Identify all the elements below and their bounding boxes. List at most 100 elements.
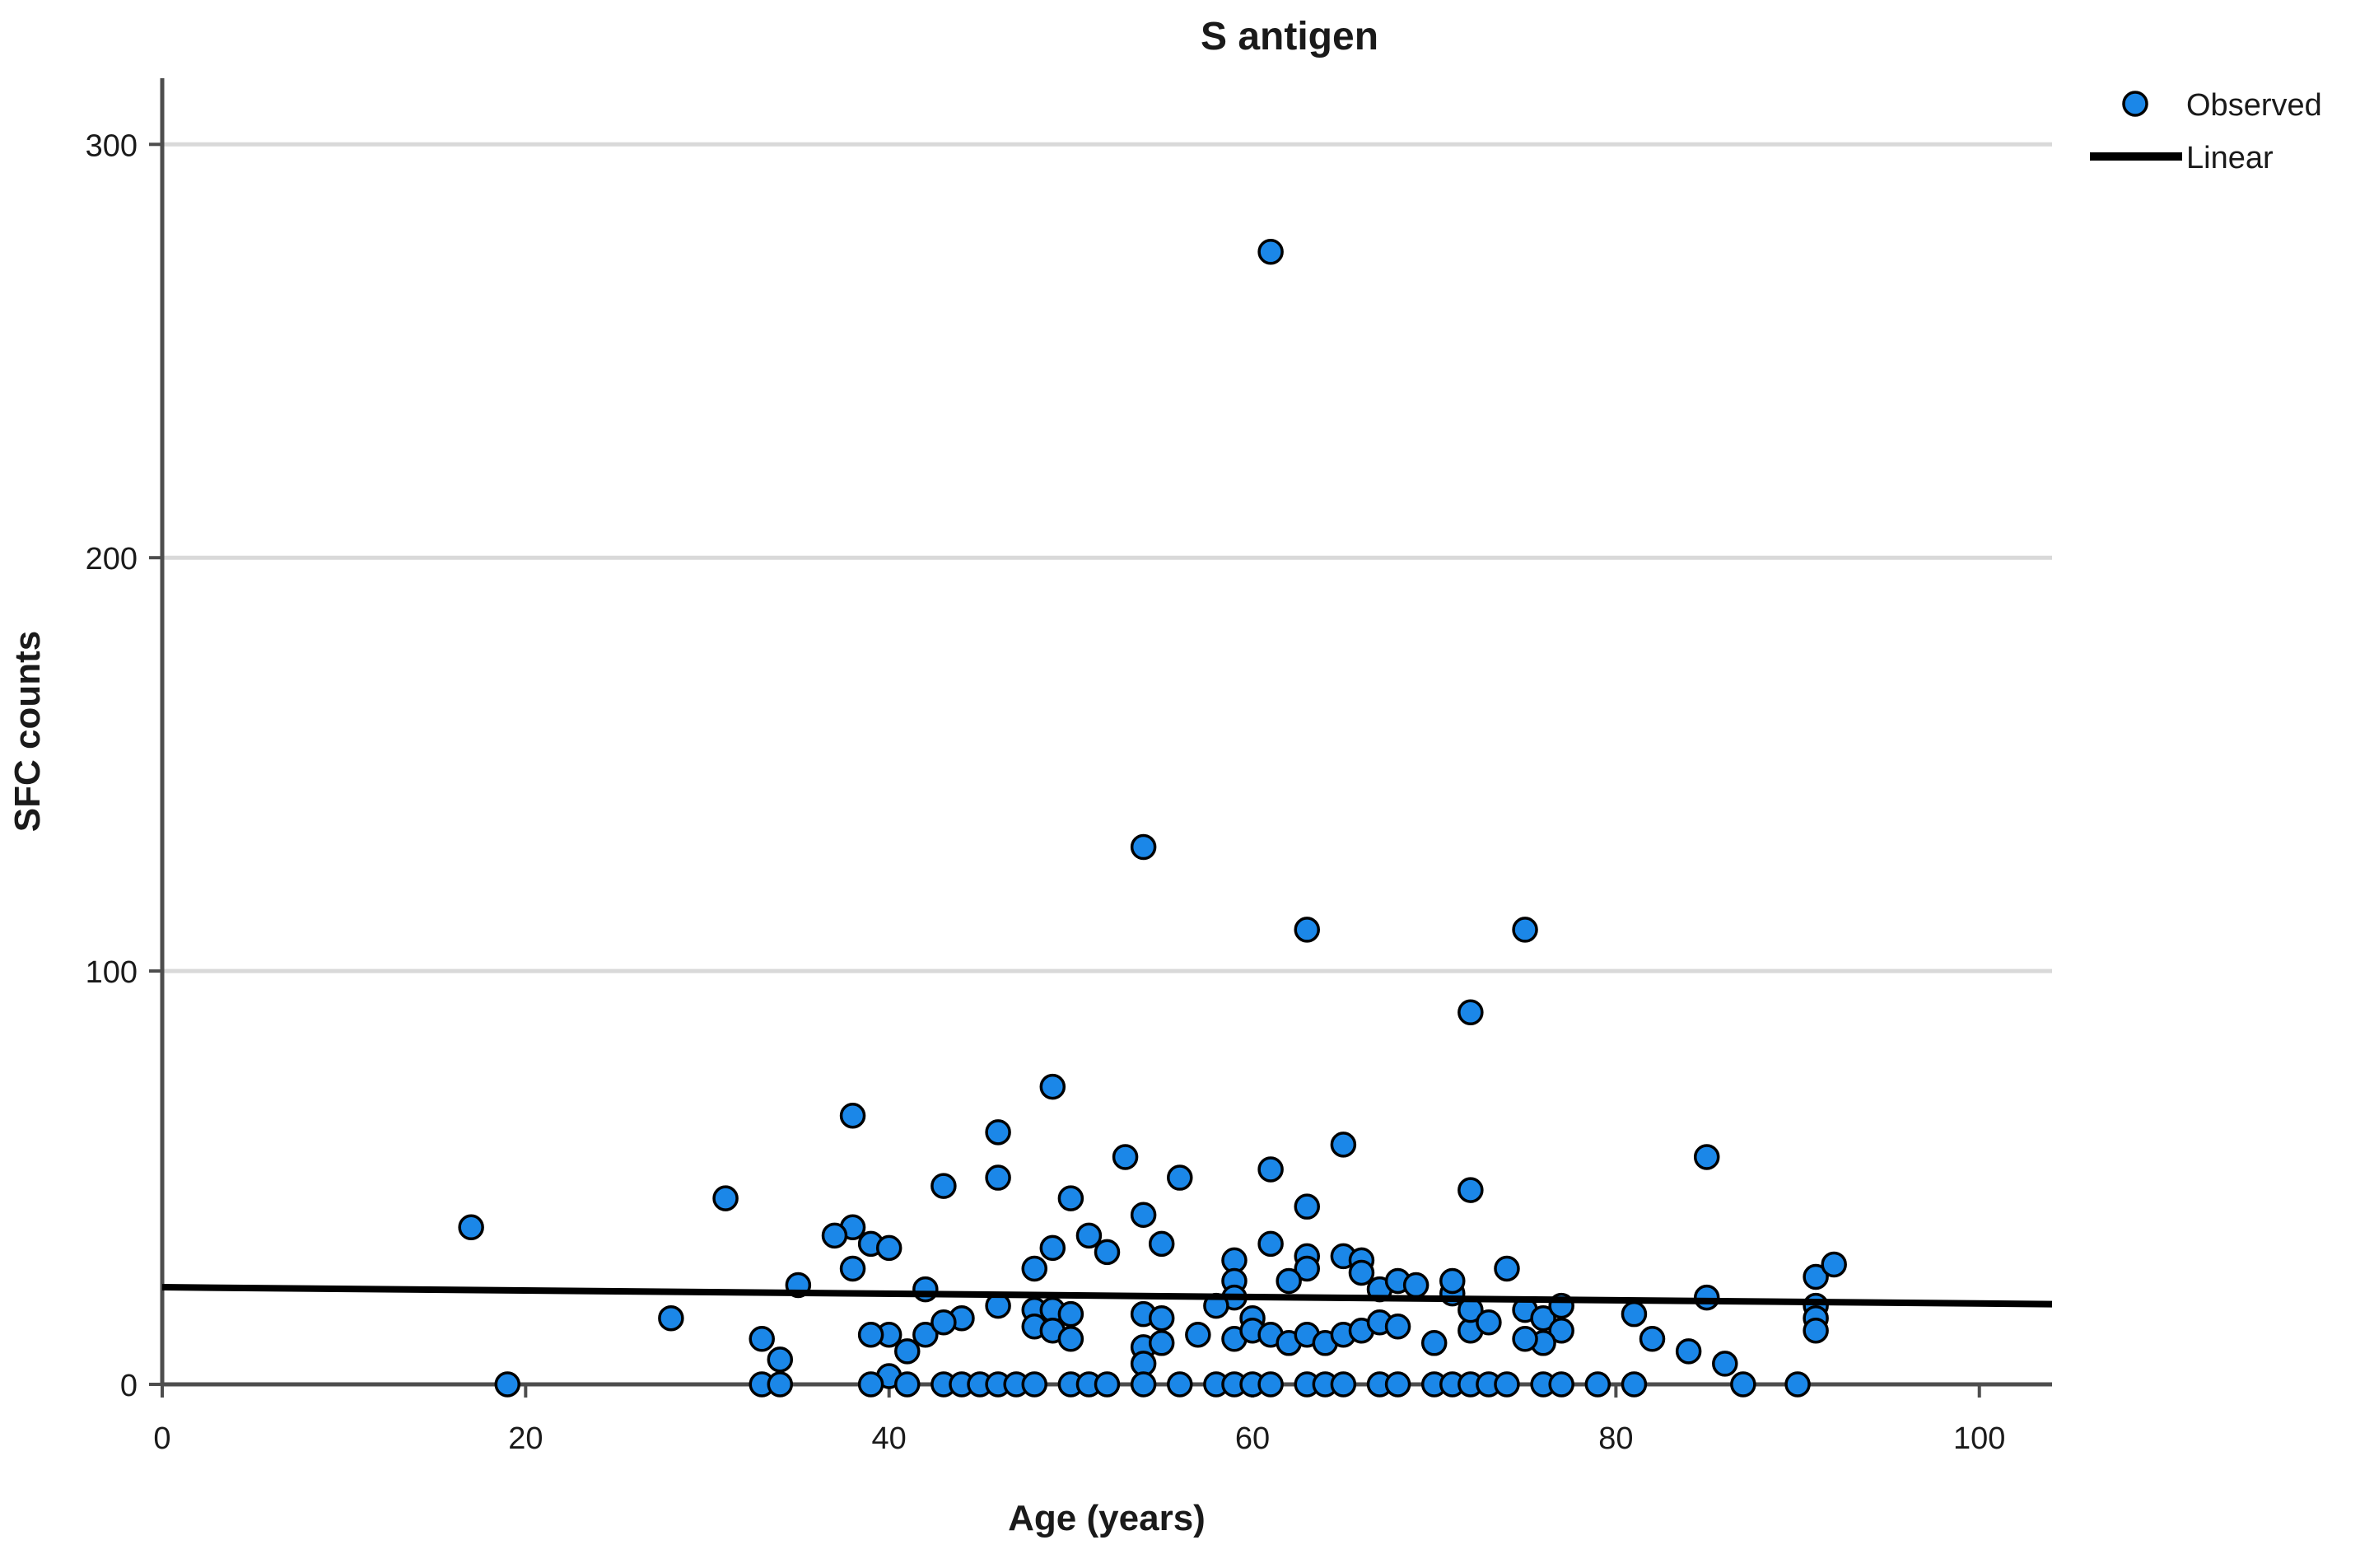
data-point bbox=[1094, 1371, 1121, 1398]
trend-line bbox=[161, 1284, 2053, 1308]
x-axis-title: Age (years) bbox=[1008, 1498, 1206, 1538]
data-point bbox=[1167, 1164, 1193, 1191]
data-point bbox=[1021, 1255, 1047, 1282]
data-point bbox=[857, 1322, 884, 1348]
x-tick-label: 80 bbox=[1598, 1421, 1633, 1456]
data-point bbox=[1130, 1371, 1157, 1398]
data-point bbox=[1348, 1259, 1375, 1286]
data-point bbox=[1384, 1371, 1411, 1398]
x-tick-label: 40 bbox=[872, 1421, 907, 1456]
data-point bbox=[1148, 1304, 1175, 1332]
scatter-points bbox=[458, 239, 1847, 1398]
data-point bbox=[494, 1371, 521, 1398]
data-point bbox=[1803, 1318, 1829, 1344]
data-point bbox=[1148, 1230, 1175, 1258]
legend-label-linear: Linear bbox=[2186, 141, 2274, 175]
data-point bbox=[894, 1338, 921, 1365]
data-point bbox=[1639, 1326, 1666, 1352]
y-axis-title: SFC counts bbox=[7, 631, 48, 832]
y-tick-label: 200 bbox=[86, 542, 138, 576]
data-point bbox=[1784, 1371, 1811, 1398]
data-point bbox=[985, 1119, 1011, 1146]
data-point bbox=[1185, 1322, 1211, 1348]
data-point bbox=[1075, 1222, 1103, 1249]
data-point bbox=[712, 1185, 739, 1211]
data-point bbox=[1548, 1318, 1574, 1344]
data-point bbox=[1584, 1371, 1611, 1398]
data-point bbox=[767, 1371, 794, 1398]
data-point bbox=[1803, 1263, 1829, 1290]
data-point bbox=[767, 1346, 794, 1373]
data-point bbox=[1712, 1351, 1738, 1377]
chart-title: S antigen bbox=[1201, 15, 1378, 58]
tick-labels: 0 20 40 60 80 100 0 100 200 300 bbox=[86, 128, 2006, 1456]
data-point bbox=[985, 1164, 1011, 1191]
data-point bbox=[1821, 1251, 1847, 1278]
data-point bbox=[1476, 1309, 1502, 1336]
data-point bbox=[875, 1234, 902, 1262]
data-point bbox=[749, 1326, 775, 1352]
data-point bbox=[1402, 1272, 1430, 1299]
y-tick-label: 300 bbox=[86, 128, 138, 163]
axes bbox=[149, 78, 2052, 1398]
data-point bbox=[1621, 1371, 1648, 1398]
data-point bbox=[1057, 1326, 1084, 1352]
data-point bbox=[1693, 1284, 1720, 1311]
data-point bbox=[1530, 1304, 1556, 1332]
data-point bbox=[1257, 239, 1284, 265]
data-point bbox=[1294, 1255, 1320, 1282]
linear-fit-line bbox=[161, 1284, 2053, 1308]
x-tick-label: 20 bbox=[508, 1421, 543, 1456]
data-point bbox=[1057, 1300, 1084, 1328]
x-tick-label: 0 bbox=[153, 1421, 170, 1456]
data-point bbox=[1257, 1230, 1284, 1258]
data-point bbox=[912, 1322, 939, 1348]
data-point bbox=[1276, 1267, 1302, 1295]
data-point bbox=[1420, 1330, 1448, 1356]
data-point bbox=[1148, 1330, 1175, 1356]
data-point bbox=[839, 1255, 866, 1282]
data-point bbox=[1512, 917, 1538, 943]
data-point bbox=[930, 1309, 957, 1336]
data-point bbox=[1512, 1326, 1538, 1352]
observed-dot-icon bbox=[2122, 91, 2148, 117]
data-point bbox=[1112, 1144, 1139, 1170]
data-point bbox=[1458, 999, 1484, 1026]
data-point bbox=[1458, 1177, 1484, 1203]
data-point bbox=[930, 1173, 957, 1199]
data-point bbox=[1039, 1073, 1066, 1100]
data-point bbox=[1384, 1313, 1411, 1340]
data-point bbox=[839, 1103, 866, 1129]
data-point bbox=[1494, 1255, 1520, 1282]
data-point bbox=[1439, 1267, 1466, 1295]
gridlines bbox=[162, 142, 2052, 973]
x-tick-label: 60 bbox=[1235, 1421, 1270, 1456]
data-point bbox=[1330, 1371, 1357, 1398]
data-point bbox=[1039, 1234, 1066, 1262]
data-point bbox=[1167, 1371, 1193, 1398]
data-point bbox=[1057, 1185, 1084, 1211]
data-point bbox=[1257, 1156, 1284, 1183]
data-point bbox=[1021, 1371, 1047, 1398]
data-point bbox=[1294, 917, 1320, 943]
data-point bbox=[1130, 1202, 1157, 1228]
data-point bbox=[1548, 1371, 1574, 1398]
data-point bbox=[1494, 1371, 1520, 1398]
data-point bbox=[1330, 1132, 1357, 1158]
y-tick-label: 0 bbox=[120, 1369, 138, 1403]
data-point bbox=[1294, 1193, 1320, 1220]
data-point bbox=[1730, 1371, 1756, 1398]
data-point bbox=[1094, 1239, 1121, 1266]
legend-label-observed: Observed bbox=[2186, 88, 2322, 123]
data-point bbox=[821, 1222, 848, 1249]
data-point bbox=[1621, 1300, 1648, 1328]
x-tick-label: 100 bbox=[1953, 1421, 2005, 1456]
data-point bbox=[458, 1214, 484, 1241]
legend: Observed Linear bbox=[2090, 88, 2322, 175]
data-point bbox=[1257, 1371, 1284, 1398]
data-point bbox=[894, 1371, 921, 1398]
data-point bbox=[857, 1371, 884, 1398]
data-point bbox=[1693, 1144, 1720, 1170]
